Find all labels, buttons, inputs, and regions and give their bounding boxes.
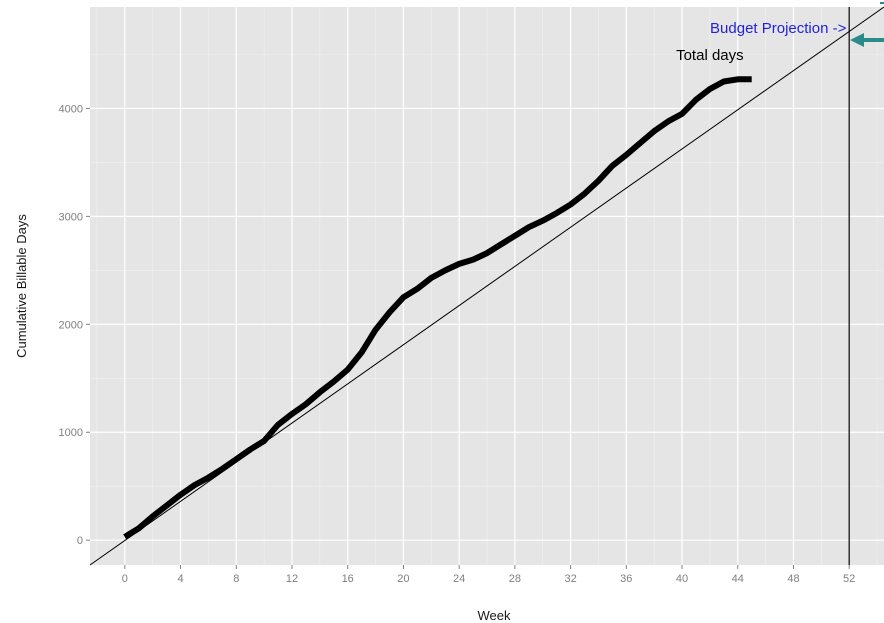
y-axis-title: Cumulative Billable Days [14, 214, 29, 358]
budget-projection-annotation: Budget Projection -> [710, 20, 847, 37]
y-tick-label: 4000 [59, 103, 83, 115]
x-tick-label: 28 [509, 573, 521, 585]
y-tick-label: 0 [77, 535, 83, 547]
x-tick-label: 20 [397, 573, 409, 585]
x-tick-label: 24 [453, 573, 465, 585]
x-tick-label: 4 [177, 573, 183, 585]
grid-minor [90, 7, 884, 565]
callout-arrow [850, 2, 884, 47]
y-tick-label: 1000 [59, 427, 83, 439]
y-tick-label: 2000 [59, 319, 83, 331]
x-tick-label: 36 [620, 573, 632, 585]
series-line-total-days [123, 76, 752, 540]
x-axis: 0 4 8 12 16 20 24 28 32 36 40 44 48 52 [122, 565, 855, 585]
grid-major [90, 7, 884, 565]
series-layer [89, 6, 884, 566]
x-tick-label: 40 [676, 573, 688, 585]
x-tick-label: 44 [732, 573, 744, 585]
annotation-layer: Budget Projection -> Total days [676, 20, 847, 64]
total-days-annotation: Total days [676, 47, 744, 64]
x-axis-title: Week [478, 608, 511, 623]
x-tick-label: 0 [122, 573, 128, 585]
x-tick-label: 12 [286, 573, 298, 585]
y-axis: 0 1000 2000 3000 4000 [59, 103, 90, 547]
series-line-budget-projection [89, 6, 884, 566]
x-tick-label: 32 [564, 573, 576, 585]
x-tick-label: 52 [843, 573, 855, 585]
y-tick-label: 3000 [59, 211, 83, 223]
x-tick-label: 8 [233, 573, 239, 585]
x-tick-label: 48 [787, 573, 799, 585]
x-tick-label: 16 [342, 573, 354, 585]
